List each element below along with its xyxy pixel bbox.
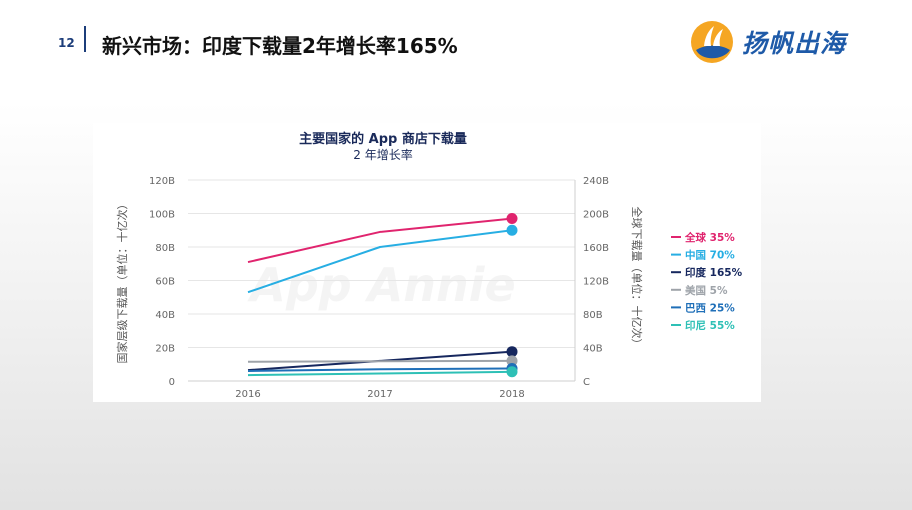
page-number: 12: [58, 36, 75, 50]
sail-logo-icon: [691, 21, 733, 63]
y-tick-left-label: 40B: [155, 310, 175, 321]
chart-panel: 主要国家的 App 商店下载量 2 年增长率 App Annie 0 20B 40B…: [93, 123, 761, 402]
legend-label: 印度 165%: [685, 266, 743, 279]
legend-label: 巴西 25%: [685, 302, 735, 314]
y-tick-left-label: 100B: [149, 210, 175, 221]
y-tick-right-label: 120B: [583, 277, 609, 288]
series-line-美国: [247, 359, 513, 363]
series-endpoint-美国: [506, 355, 518, 367]
legend: 全球 35% 中国 70% 印度 165% 美国 5% 巴西 25% 印尼 55%: [671, 231, 743, 332]
y-axis-right-ticks: C 40B 80B 120B 160B 200B 240B: [583, 176, 609, 388]
brand-logo-block: 扬帆出海: [690, 20, 846, 64]
series-line-巴西: [247, 367, 513, 372]
y-tick-right-label: 160B: [583, 243, 609, 254]
slide-header: 12 新兴市场：印度下载量2年增长率165%: [0, 0, 912, 80]
y-tick-right-label: 40B: [583, 344, 603, 355]
x-tick-label: 2016: [235, 389, 260, 400]
y-tick-right-label: C: [583, 377, 590, 388]
chart-subtitle: 2 年增长率: [353, 147, 412, 162]
y-tick-right-label: 80B: [583, 310, 603, 321]
series-line-中国: [247, 229, 513, 294]
x-tick-label: 2017: [367, 389, 392, 400]
y-tick-left-label: 80B: [155, 243, 175, 254]
series-line-印尼: [247, 370, 513, 377]
y-tick-left-label: 120B: [149, 176, 175, 187]
y-tick-left-label: 20B: [155, 344, 175, 355]
x-tick-label: 2018: [499, 389, 524, 400]
series-endpoint-印度: [506, 346, 518, 358]
y-tick-left-label: 0: [169, 377, 175, 388]
y-axis-left-ticks: 0 20B 40B 60B 80B 100B 120B: [149, 176, 175, 388]
legend-label: 全球 35%: [684, 231, 735, 244]
brand-name: 扬帆出海: [742, 29, 847, 58]
y-axis-right-label: 全球下载量（单位：十亿次）: [630, 207, 644, 350]
slide-title: 新兴市场：印度下载量2年增长率165%: [102, 34, 458, 58]
chart-title: 主要国家的 App 商店下载量: [299, 131, 467, 147]
y-tick-right-label: 200B: [583, 210, 609, 221]
legend-label: 中国 70%: [685, 249, 735, 262]
legend-label: 印尼 55%: [685, 320, 735, 332]
line-chart: 主要国家的 App 商店下载量 2 年增长率 App Annie 0 20B 40B…: [115, 131, 743, 400]
series-endpoint-全球: [506, 213, 518, 225]
y-tick-left-label: 60B: [155, 277, 175, 288]
series-endpoint-印尼: [506, 366, 518, 378]
chart-watermark: App Annie: [247, 258, 516, 312]
y-axis-left-label: 国家层级下载量（单位：十亿次）: [115, 199, 129, 364]
header-divider: [84, 26, 86, 52]
series-line-全球: [247, 217, 513, 264]
x-axis-ticks: 2016 2017 2018: [235, 389, 524, 400]
series-endpoint-中国: [506, 224, 518, 236]
legend-label: 美国 5%: [685, 284, 728, 297]
series-lines: [247, 213, 518, 378]
y-tick-right-label: 240B: [583, 176, 609, 187]
